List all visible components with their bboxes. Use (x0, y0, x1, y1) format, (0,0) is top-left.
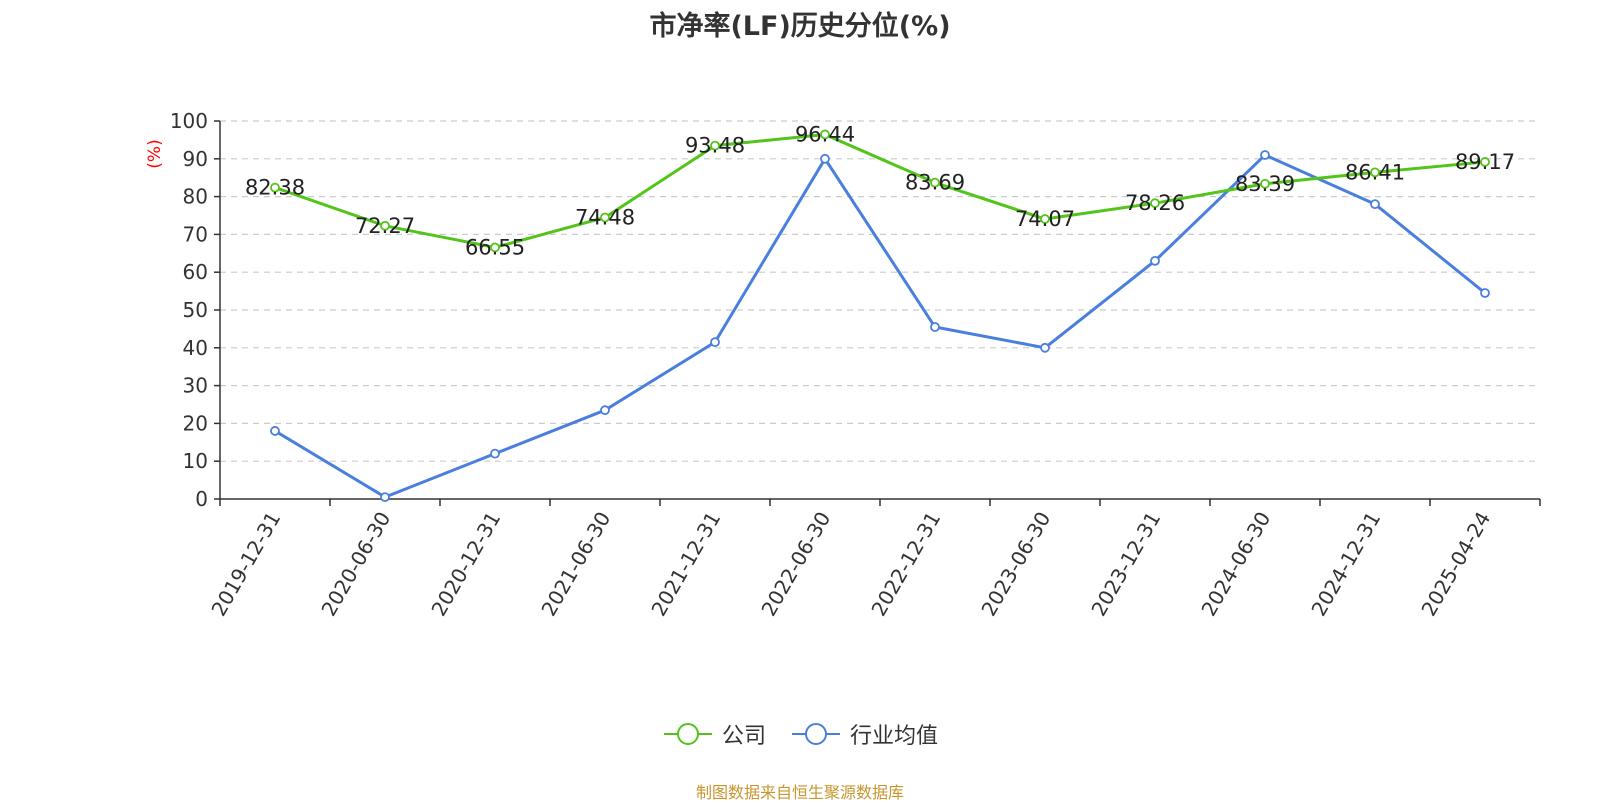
legend-item[interactable]: 行业均值 (790, 718, 938, 750)
data-point (710, 337, 720, 348)
legend-item[interactable]: 公司 (662, 718, 766, 750)
data-point (1040, 214, 1050, 224)
data-label: 96.44 (795, 122, 855, 146)
y-tick-label: 30 (183, 374, 208, 398)
y-tick-label: 90 (183, 147, 208, 171)
y-tick-label: 0 (195, 487, 208, 511)
data-point (490, 448, 500, 459)
data-label: 83.39 (1235, 172, 1295, 196)
data-point (1370, 167, 1380, 178)
legend-label: 公司 (721, 724, 766, 749)
x-tick-label: 2021-06-30 (536, 508, 615, 621)
data-point (1260, 178, 1270, 189)
legend-marker-icon (663, 723, 712, 745)
series-group (270, 129, 1490, 503)
x-tick-label: 2023-12-31 (1086, 508, 1165, 621)
y-tick-label: 60 (183, 260, 208, 284)
data-point (380, 492, 390, 503)
chart-title: 市净率(LF)历史分位(%) (649, 11, 951, 42)
data-label: 89.17 (1455, 150, 1515, 174)
line-chart: 0 10 20 30 40 50 60 70 80 90 100 2019-12-31 2020-06-… (145, 109, 1541, 621)
legend: 公司 行业均值 (0, 718, 1600, 750)
data-label: 93.48 (685, 134, 745, 158)
y-tick-label: 70 (183, 222, 208, 246)
x-tick-label: 2020-06-30 (316, 508, 395, 621)
x-tick-label: 2024-12-31 (1306, 508, 1385, 621)
data-point (1260, 150, 1270, 160)
x-tick-label: 2021-12-31 (646, 508, 725, 621)
data-label: 72.27 (355, 214, 415, 238)
y-tick-label: 100 (170, 109, 208, 133)
legend-marker-icon (792, 723, 840, 745)
data-point (820, 153, 830, 164)
y-tick-label: 10 (183, 449, 208, 473)
data-labels: 82.38 72.27 66.55 74.48 93.48 96.44 83.69 74.07… (245, 122, 1515, 259)
legend-label: 行业均值 (850, 724, 939, 749)
series-line (274, 132, 1486, 249)
legend-circle (805, 723, 827, 745)
data-point (1480, 157, 1490, 167)
data-point (270, 182, 280, 193)
data-point (490, 242, 500, 253)
grid-lines (220, 120, 1540, 462)
y-tick-label: 80 (183, 185, 208, 209)
y-tick-label: 40 (183, 336, 208, 360)
data-point (1370, 199, 1380, 210)
x-tick-label: 2024-06-30 (1196, 508, 1275, 621)
data-point (820, 129, 830, 140)
x-tick-label: 2022-12-31 (866, 508, 945, 621)
y-axis-label: (%) (145, 139, 165, 168)
series-line (274, 153, 1486, 499)
data-point (710, 140, 720, 151)
data-label: 86.41 (1345, 160, 1405, 184)
data-point (600, 405, 610, 416)
data-point (1150, 255, 1160, 266)
x-tick-label: 2023-06-30 (976, 508, 1055, 621)
y-tick-label: 20 (183, 411, 208, 435)
data-point (600, 212, 610, 223)
data-point (380, 220, 390, 231)
y-tick-label: 50 (183, 298, 208, 322)
data-label: 66.55 (465, 235, 525, 259)
data-point (1150, 198, 1160, 209)
data-point (1480, 288, 1490, 298)
data-label: 82.38 (245, 176, 305, 200)
data-label: 74.07 (1015, 207, 1075, 231)
data-point (930, 322, 940, 332)
data-source: 制图数据来自恒生聚源数据库 (695, 783, 904, 802)
data-point (930, 177, 940, 188)
data-label: 83.69 (905, 171, 965, 195)
legend-circle (676, 723, 699, 745)
data-label: 78.26 (1125, 191, 1185, 215)
data-point (270, 426, 280, 436)
data-label: 74.48 (575, 205, 635, 229)
x-tick-label: 2019-12-31 (206, 508, 285, 621)
x-tick-label: 2022-06-30 (756, 508, 835, 621)
x-tick-label: 2025-04-24 (1416, 508, 1495, 621)
data-point (1040, 342, 1050, 353)
x-tick-label: 2020-12-31 (426, 508, 505, 621)
